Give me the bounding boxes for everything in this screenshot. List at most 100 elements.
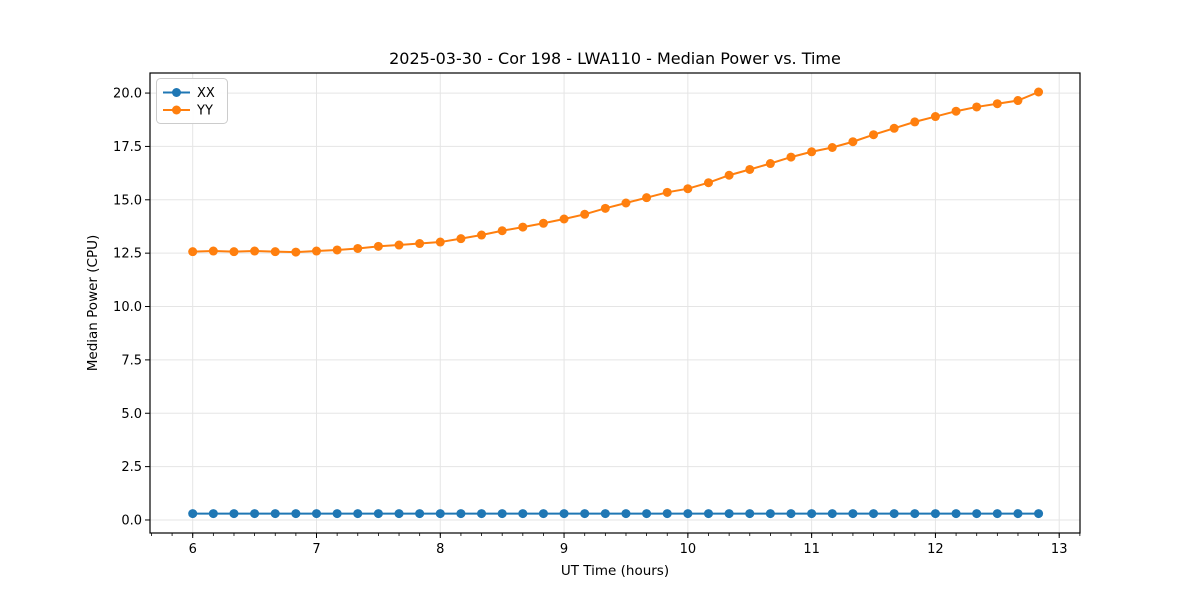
data-point bbox=[208, 509, 218, 519]
data-point bbox=[580, 209, 590, 219]
data-point bbox=[456, 509, 466, 519]
data-point bbox=[683, 509, 693, 519]
data-point bbox=[972, 509, 982, 519]
data-point bbox=[827, 142, 837, 152]
data-point bbox=[600, 509, 610, 519]
y-tick-label: 0.0 bbox=[121, 513, 142, 528]
x-tick-label: 11 bbox=[803, 542, 820, 557]
data-point bbox=[992, 99, 1002, 109]
y-tick-label: 17.5 bbox=[113, 140, 142, 155]
data-point bbox=[600, 203, 610, 213]
x-tick-label: 9 bbox=[560, 542, 568, 557]
data-point bbox=[930, 509, 940, 519]
data-point bbox=[229, 509, 239, 519]
data-point bbox=[972, 102, 982, 112]
x-tick-label: 12 bbox=[927, 542, 944, 557]
gridlines bbox=[150, 73, 1080, 533]
data-point bbox=[311, 509, 321, 519]
data-point bbox=[497, 509, 507, 519]
y-tick-label: 15.0 bbox=[113, 193, 142, 208]
data-point bbox=[724, 509, 734, 519]
data-point bbox=[930, 112, 940, 122]
data-point bbox=[208, 246, 218, 256]
data-point bbox=[435, 237, 445, 247]
y-tick-label: 7.5 bbox=[121, 353, 142, 368]
data-point bbox=[662, 509, 672, 519]
data-point bbox=[1034, 509, 1044, 519]
data-point bbox=[353, 243, 363, 253]
y-tick-label: 20.0 bbox=[113, 87, 142, 102]
y-tick-label: 10.0 bbox=[113, 300, 142, 315]
data-point bbox=[477, 230, 487, 240]
data-point bbox=[642, 509, 652, 519]
data-point bbox=[621, 509, 631, 519]
legend-marker bbox=[172, 88, 181, 97]
data-point bbox=[807, 509, 817, 519]
data-point bbox=[188, 509, 198, 519]
data-point bbox=[621, 198, 631, 208]
x-tick-label: 13 bbox=[1051, 542, 1068, 557]
data-point bbox=[291, 247, 301, 257]
data-point bbox=[559, 214, 569, 224]
data-point bbox=[270, 247, 280, 257]
data-point bbox=[394, 240, 404, 250]
data-point bbox=[538, 218, 548, 228]
data-point bbox=[518, 222, 528, 232]
legend: XX YY bbox=[156, 78, 228, 124]
chart-title: 2025-03-30 - Cor 198 - LWA110 - Median P… bbox=[389, 49, 841, 68]
legend-box bbox=[156, 78, 228, 124]
y-axis-label: Median Power (CPU) bbox=[85, 235, 101, 371]
y-tick-label: 12.5 bbox=[113, 247, 142, 262]
series-xx bbox=[188, 509, 1044, 519]
legend-marker bbox=[172, 105, 181, 115]
series-yy bbox=[188, 87, 1044, 257]
data-point bbox=[559, 509, 569, 519]
data-point bbox=[538, 509, 548, 519]
data-point bbox=[332, 509, 342, 519]
data-point bbox=[683, 184, 693, 194]
data-point bbox=[910, 117, 920, 127]
data-point bbox=[703, 178, 713, 188]
legend-label: XX bbox=[197, 86, 215, 101]
x-tick-label: 8 bbox=[436, 542, 444, 557]
data-point bbox=[786, 152, 796, 162]
data-point bbox=[497, 226, 507, 236]
data-point bbox=[291, 509, 301, 519]
data-point bbox=[827, 509, 837, 519]
data-point bbox=[765, 509, 775, 519]
data-point bbox=[518, 509, 528, 519]
x-tick-label: 10 bbox=[680, 542, 697, 557]
data-point bbox=[889, 123, 899, 133]
data-point bbox=[951, 106, 961, 116]
x-tick-label: 6 bbox=[189, 542, 197, 557]
data-point bbox=[250, 509, 260, 519]
y-tick-label: 5.0 bbox=[121, 407, 142, 422]
data-point bbox=[1034, 87, 1044, 97]
legend-label: YY bbox=[196, 104, 213, 119]
data-point bbox=[786, 509, 796, 519]
plot-border bbox=[149, 72, 1081, 534]
data-point bbox=[435, 509, 445, 519]
data-point bbox=[373, 509, 383, 519]
data-point bbox=[992, 509, 1002, 519]
data-point bbox=[580, 509, 590, 519]
data-point bbox=[311, 246, 321, 256]
data-point bbox=[229, 247, 239, 257]
data-point bbox=[848, 509, 858, 519]
data-point bbox=[951, 509, 961, 519]
data-point bbox=[869, 130, 879, 140]
data-point bbox=[250, 246, 260, 256]
y-tick-label: 2.5 bbox=[121, 460, 142, 475]
data-point bbox=[807, 147, 817, 157]
x-tick-label: 7 bbox=[312, 542, 320, 557]
data-point bbox=[848, 137, 858, 147]
data-point bbox=[1013, 96, 1023, 106]
data-point bbox=[745, 164, 755, 174]
data-point bbox=[724, 170, 734, 180]
data-point bbox=[188, 247, 198, 257]
data-series bbox=[188, 87, 1044, 519]
data-point bbox=[869, 509, 879, 519]
data-point bbox=[765, 159, 775, 169]
